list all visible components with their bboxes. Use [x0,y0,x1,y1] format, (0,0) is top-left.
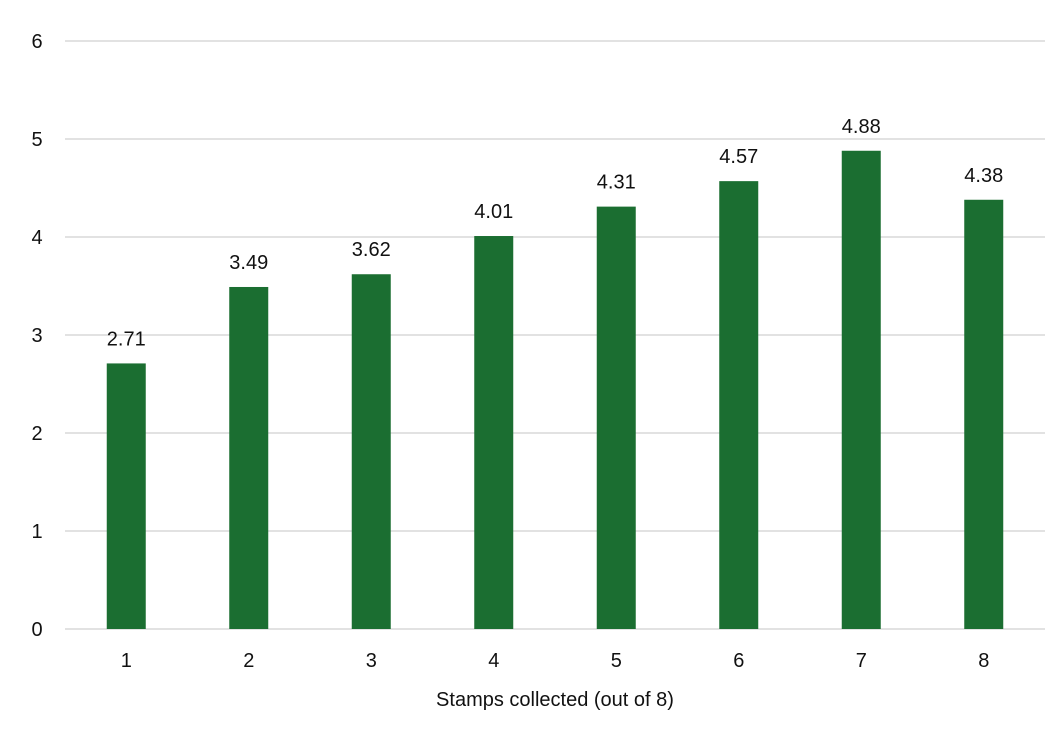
y-tick-label: 3 [31,325,42,347]
bars [106,150,1004,629]
x-tick-label-4: 4 [488,650,499,672]
x-tick-label-7: 7 [856,650,867,672]
data-label-7: 4.88 [842,116,881,138]
x-tick-label-3: 3 [366,650,377,672]
y-tick-label: 2 [31,423,42,445]
y-tick-label: 6 [31,31,42,53]
bar-1 [106,363,146,629]
data-labels: 2.71 3.49 3.62 4.01 4.31 4.57 4.88 4.38 [107,116,1003,351]
x-tick-label-6: 6 [733,650,744,672]
y-axis-ticks: 0 1 2 3 4 5 6 [31,31,42,641]
x-tick-label-5: 5 [611,650,622,672]
bar-2 [229,286,269,629]
data-label-5: 4.31 [597,172,636,194]
data-label-6: 4.57 [719,146,758,168]
x-tick-label-8: 8 [978,650,989,672]
gridlines [65,40,1045,630]
data-label-2: 3.49 [229,252,268,274]
bar-6 [719,181,759,629]
data-label-8: 4.38 [964,165,1003,187]
x-tick-label-2: 2 [243,650,254,672]
bar-7 [841,150,881,629]
bar-5 [596,206,636,629]
data-label-1: 2.71 [107,328,146,350]
data-label-3: 3.62 [352,239,391,261]
y-tick-label: 1 [31,521,42,543]
x-axis-title: Stamps collected (out of 8) [436,689,674,711]
bar-3 [351,274,391,629]
bar-8 [964,199,1004,629]
y-tick-label: 5 [31,129,42,151]
y-tick-label: 0 [31,619,42,641]
bar-4 [474,236,514,629]
data-label-4: 4.01 [474,201,513,223]
y-tick-label: 4 [31,227,42,249]
x-axis-ticks: 1 2 3 4 5 6 7 8 [121,650,990,672]
x-tick-label-1: 1 [121,650,132,672]
